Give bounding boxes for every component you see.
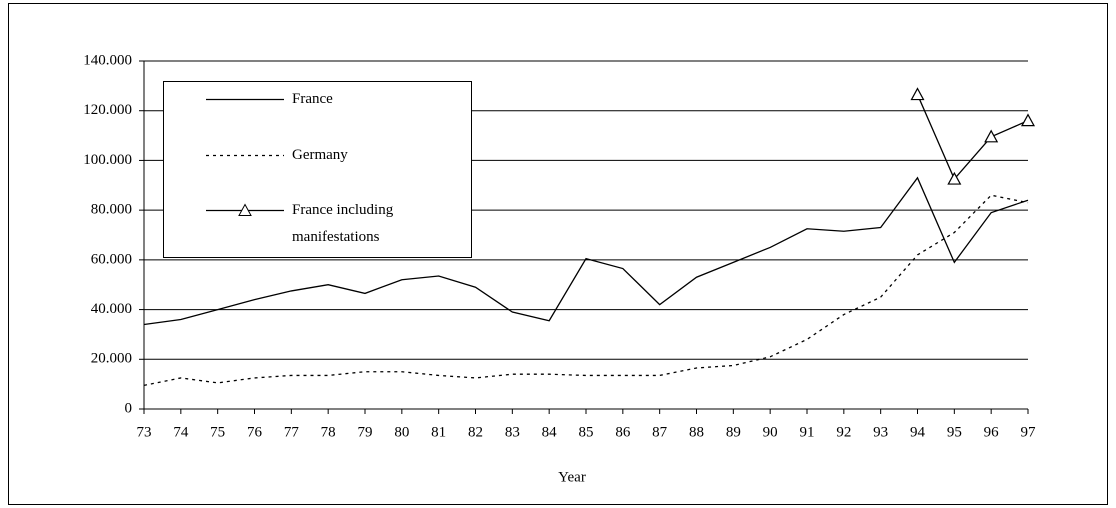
x-tick-label: 82 <box>468 424 483 440</box>
x-tick-label: 87 <box>652 424 668 440</box>
marker <box>947 171 962 185</box>
series-line <box>916 94 1029 181</box>
legend-label: France including manifestations <box>292 202 394 245</box>
legend-label: Germany <box>292 147 348 163</box>
x-tick-label: 80 <box>394 424 409 440</box>
x-tick-label: 85 <box>579 424 594 440</box>
y-tick-label: 140.000 <box>83 52 132 68</box>
x-tick-label: 79 <box>358 424 373 440</box>
x-axis-label: Year <box>558 469 586 485</box>
legend-swatch <box>206 203 284 216</box>
marker <box>910 87 925 101</box>
x-tick-label: 75 <box>210 424 225 440</box>
y-tick-label: 20.000 <box>91 351 132 367</box>
x-tick-label: 84 <box>542 424 558 440</box>
y-tick-label: 100.000 <box>83 152 132 168</box>
legend: France Germany France including manifestat… <box>163 81 472 258</box>
x-tick-label: 73 <box>137 424 152 440</box>
x-tick-label: 83 <box>505 424 520 440</box>
x-tick-label: 89 <box>726 424 741 440</box>
series-line <box>143 194 1029 387</box>
x-tick-label: 77 <box>284 424 300 440</box>
y-tick-label: 80.000 <box>91 202 132 218</box>
x-tick-label: 96 <box>984 424 1000 440</box>
x-tick-label: 76 <box>247 424 263 440</box>
legend-swatch <box>206 98 284 101</box>
legend-marker <box>238 203 252 216</box>
marker <box>1020 113 1036 127</box>
x-tick-label: 88 <box>689 424 704 440</box>
y-tick-label: 120.000 <box>83 102 132 118</box>
x-tick-label: 94 <box>910 424 926 440</box>
series-line <box>143 176 1029 326</box>
y-tick-label: 0 <box>125 400 133 416</box>
marker <box>984 129 999 143</box>
x-tick-label: 78 <box>321 424 336 440</box>
y-tick-label: 60.000 <box>91 251 132 267</box>
x-tick-label: 97 <box>1021 424 1037 440</box>
x-tick-label: 81 <box>431 424 446 440</box>
legend-swatch <box>206 154 284 157</box>
x-tick-label: 93 <box>873 424 888 440</box>
x-tick-label: 90 <box>763 424 778 440</box>
x-tick-label: 92 <box>836 424 851 440</box>
y-tick-label: 40.000 <box>91 301 132 317</box>
x-tick-label: 95 <box>947 424 962 440</box>
x-tick-label: 91 <box>800 424 815 440</box>
frame <box>8 3 1108 505</box>
x-tick-label: 86 <box>615 424 631 440</box>
x-tick-label: 74 <box>173 424 189 440</box>
legend-label: France <box>292 91 333 107</box>
